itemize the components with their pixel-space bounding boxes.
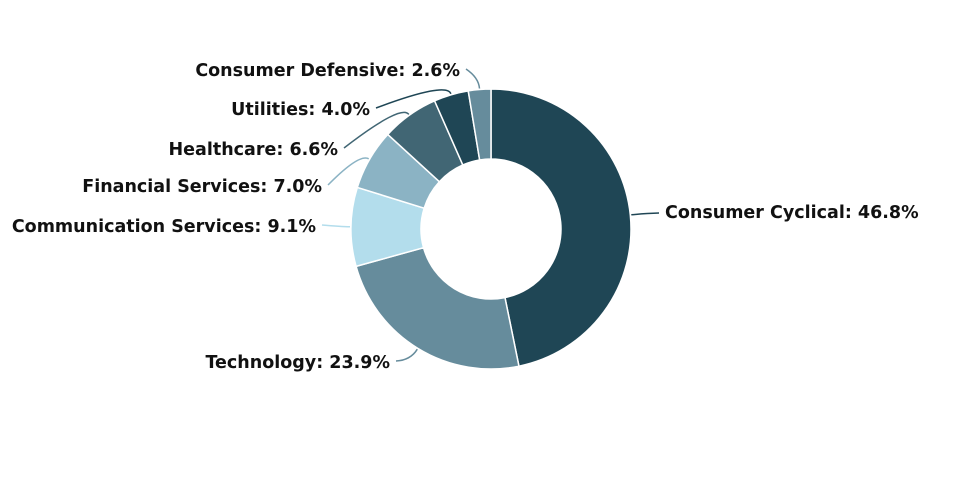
slice-consumer-cyclical [490,88,632,368]
label-healthcare: Healthcare: 6.6% [169,140,338,160]
connector-utilities [375,89,452,109]
label-consumer-defensive: Consumer Defensive: 2.6% [195,61,460,81]
slices-layer [350,88,632,370]
slice-technology [355,246,520,370]
labels-layer: Consumer Cyclical: 46.8% Technology: 23.9… [12,61,919,373]
connector-consumer-cyclical [631,212,660,216]
connector-technology [395,348,418,362]
slice-consumer-defensive [467,88,492,161]
connector-consumer-defensive [465,68,481,89]
label-financial-services: Financial Services: 7.0% [82,177,322,197]
label-consumer-cyclical: Consumer Cyclical: 46.8% [665,203,919,223]
label-utilities: Utilities: 4.0% [231,100,370,120]
connector-communication-services [321,224,351,228]
label-communication-services: Communication Services: 9.1% [12,217,316,237]
label-technology: Technology: 23.9% [205,353,390,373]
connector-healthcare [343,111,410,149]
connectors-layer [321,68,660,362]
connector-financial-services [327,157,370,186]
